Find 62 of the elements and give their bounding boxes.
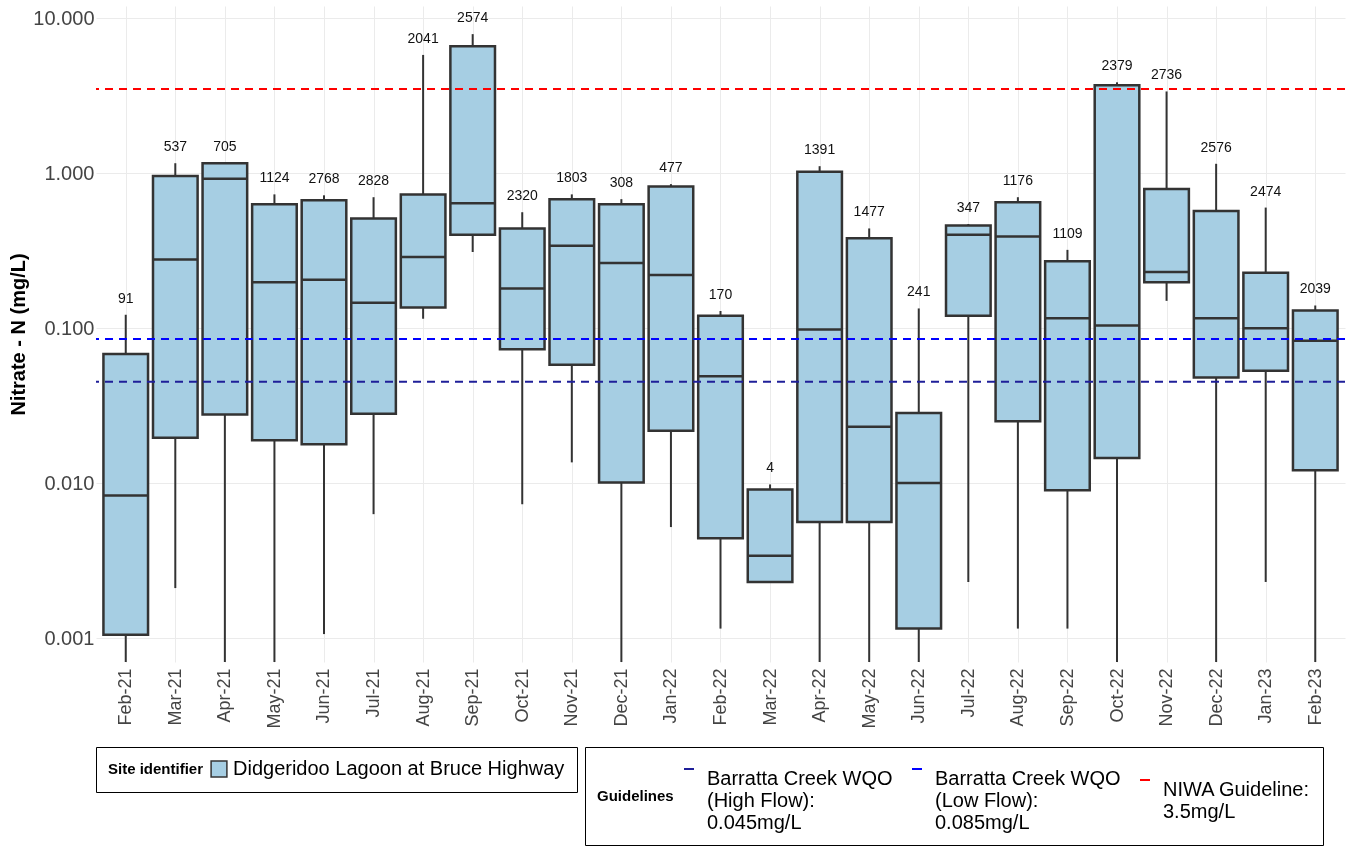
annotation: 1109: [1052, 224, 1083, 241]
legend-title: Site identifier: [108, 760, 204, 777]
x-tick-label: Nov-22: [1156, 668, 1177, 727]
x-tick-label: Jan-23: [1255, 668, 1276, 724]
annotation: 2379: [1101, 57, 1133, 74]
annotation: 308: [609, 174, 634, 191]
y-tick-label: 0.100: [44, 316, 95, 339]
x-tick-label: Jun-21: [313, 668, 334, 724]
annotation: 2768: [308, 170, 340, 187]
legend-label: Didgeridoo Lagoon at Bruce Highway: [233, 757, 565, 779]
annotation: 170: [708, 286, 733, 302]
y-tick-label: 0.001: [44, 626, 95, 649]
x-tick-label: Mar-21: [164, 668, 185, 726]
annotation: 477: [659, 159, 683, 176]
annotation: 1477: [853, 203, 885, 220]
x-tick-label: Jul-22: [957, 668, 978, 718]
annotation: 2039: [1299, 280, 1332, 297]
x-tick-label: Nov-21: [561, 668, 582, 727]
x-tick-label: Apr-22: [809, 668, 830, 723]
annotation: 347: [956, 199, 981, 215]
annotation: 1391: [804, 141, 836, 158]
y-axis-title: Nitrate - N (mg/L): [7, 253, 30, 416]
annotation: 2574: [457, 9, 489, 26]
x-tick-label: Mar-22: [759, 668, 780, 726]
legend-label: Barratta Creek WQO (Low Flow): 0.085mg/L: [935, 767, 1121, 833]
x-tick-label: Feb-22: [710, 668, 730, 726]
annotation: 4: [766, 459, 775, 476]
x-tick-label: Jan-22: [660, 668, 681, 724]
x-tick-label: Dec-22: [1205, 668, 1226, 727]
annotation: 2474: [1250, 182, 1282, 199]
annotation: 1176: [1002, 172, 1034, 189]
x-tick-label: May-21: [263, 668, 284, 729]
legend-label: Barratta Creek WQO (High Flow): 0.045mg/L: [707, 767, 893, 833]
y-tick-label: 1.000: [44, 161, 95, 184]
x-tick-label: May-22: [858, 668, 879, 729]
x-tick-label: Feb-23: [1304, 668, 1325, 726]
x-tick-label: Jul-21: [363, 668, 384, 718]
annotation: 2576: [1200, 138, 1232, 155]
annotation: 705: [213, 138, 237, 155]
annotation: 91: [117, 289, 134, 306]
annotation: 1803: [556, 169, 588, 186]
x-tick-label: Feb-21: [115, 668, 136, 726]
x-tick-label: Sep-22: [1056, 668, 1077, 727]
annotation: 241: [907, 283, 931, 300]
annotation: 2041: [407, 29, 439, 46]
legend-label: NIWA Guideline: 3.5mg/L: [1163, 778, 1309, 822]
text: Guidelines: [597, 787, 674, 804]
x-tick-label: Sep-21: [462, 668, 483, 727]
x-tick-label: Oct-22: [1106, 668, 1127, 723]
y-tick-label: 10.000: [33, 6, 95, 29]
x-tick-label: Aug-22: [1007, 668, 1028, 727]
annotation: 2828: [357, 172, 390, 189]
x-tick-label: Oct-21: [511, 668, 532, 723]
x-tick-label: Dec-21: [610, 668, 631, 727]
annotation: 1124: [259, 169, 290, 186]
x-tick-label: Aug-21: [412, 668, 433, 727]
y-tick-label: 0.010: [44, 471, 95, 494]
x-tick-label: Jun-22: [908, 668, 929, 724]
x-tick-label: Apr-21: [214, 668, 235, 723]
annotation: 537: [163, 138, 188, 155]
annotation: 2736: [1150, 66, 1183, 83]
annotation: 2320: [506, 187, 539, 204]
